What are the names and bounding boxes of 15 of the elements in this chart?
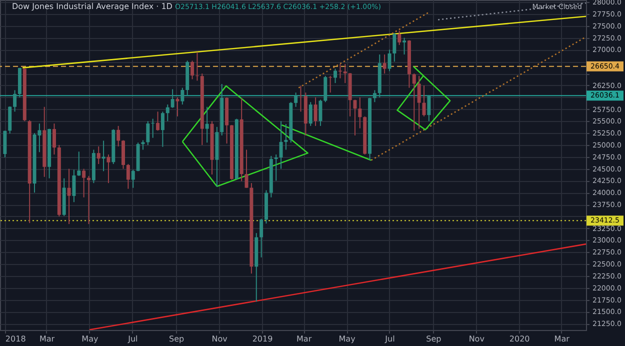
x-tick-label: 2020 — [509, 334, 530, 344]
chart-title: Dow Jones Industrial Average Index · 1D — [12, 2, 172, 11]
x-tick-label: Mar — [554, 334, 570, 344]
x-tick-label: May — [338, 334, 356, 344]
x-tick-label: Jul — [127, 334, 138, 344]
x-tick-label: Sep — [426, 334, 442, 344]
x-tick-label: Nov — [468, 334, 485, 344]
x-tick-label: Mar — [296, 334, 312, 344]
x-tick-label: Nov — [212, 334, 228, 344]
x-tick-label: Mar — [39, 334, 56, 344]
x-tick-label: 2018 — [5, 334, 26, 344]
x-tick-label: 2019 — [252, 334, 273, 344]
x-tick-label: Jul — [384, 334, 395, 344]
x-tick-label: Sep — [169, 334, 184, 344]
x-tick-label: May — [82, 334, 98, 344]
